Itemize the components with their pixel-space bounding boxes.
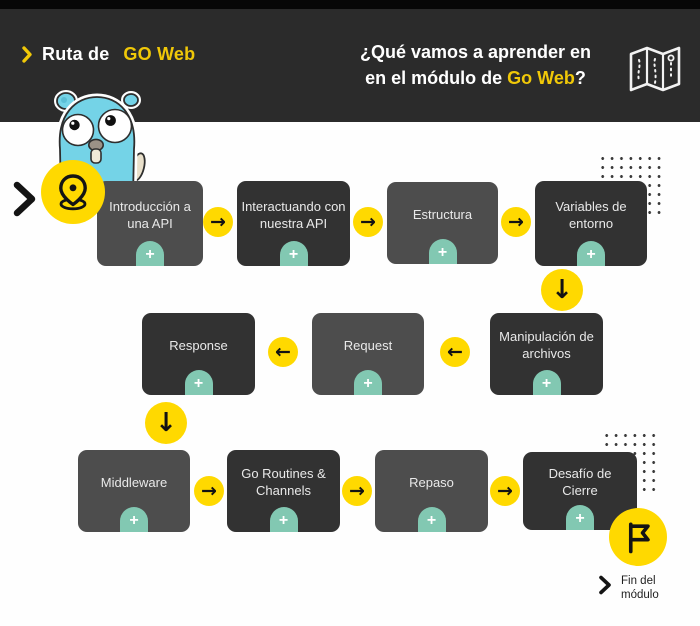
- route-node-middleware[interactable]: Middleware +: [78, 450, 190, 532]
- chevron-right-icon: [599, 575, 611, 595]
- route-node-repaso[interactable]: Repaso +: [375, 450, 488, 532]
- start-location-marker: [41, 160, 105, 224]
- folded-map-icon: [626, 45, 682, 93]
- question-line1: ¿Qué vamos a aprender en: [359, 42, 592, 62]
- arrow-right-icon: →: [501, 207, 531, 237]
- expand-plus-button[interactable]: +: [136, 241, 164, 266]
- arrow-right-icon: →: [203, 207, 233, 237]
- arrow-down-icon: ↓: [541, 269, 583, 311]
- question-line2: en el módulo de Go Web?: [365, 68, 586, 88]
- title-prefix: Ruta de: [42, 44, 110, 64]
- arrow-right-icon: →: [353, 207, 383, 237]
- expand-plus-button[interactable]: +: [417, 507, 446, 532]
- end-label-line2: módulo: [621, 588, 659, 601]
- top-black-strip: [0, 0, 700, 9]
- expand-plus-button[interactable]: +: [354, 370, 382, 395]
- route-node-goroutines[interactable]: Go Routines & Channels +: [227, 450, 340, 532]
- node-label: Interactuando con nuestra API: [241, 198, 346, 231]
- location-pin-icon: [59, 174, 87, 211]
- page-title: Ruta de GO Web: [22, 44, 195, 65]
- node-label: Request: [343, 337, 393, 353]
- node-label: Repaso: [409, 474, 454, 490]
- arrow-right-icon: →: [194, 476, 224, 506]
- arrow-down-icon: ↓: [145, 402, 187, 444]
- node-label: Middleware: [100, 474, 168, 490]
- node-label: Manipulación de archivos: [499, 329, 594, 361]
- end-label: Fin del módulo: [599, 575, 659, 602]
- node-label: Variables de entorno: [555, 198, 627, 231]
- arrow-right-icon: →: [490, 476, 520, 506]
- expand-plus-button[interactable]: +: [532, 370, 561, 395]
- expand-plus-button[interactable]: +: [269, 507, 298, 532]
- header-question: ¿Qué vamos a aprender en en el módulo de…: [338, 39, 613, 91]
- node-label: Desafío de Cierre: [548, 466, 612, 498]
- expand-plus-button[interactable]: +: [566, 505, 594, 530]
- end-flag-marker: [609, 508, 667, 566]
- arrow-right-icon: →: [342, 476, 372, 506]
- route-node-introduccion[interactable]: Introducción a una API +: [97, 181, 203, 266]
- node-label: Estructura: [412, 206, 473, 222]
- node-label: Introducción a una API: [109, 198, 191, 231]
- title-accent: GO Web: [123, 44, 196, 64]
- route-node-request[interactable]: Request +: [312, 313, 424, 395]
- route-node-interactuando[interactable]: Interactuando con nuestra API +: [237, 181, 350, 266]
- expand-plus-button[interactable]: +: [428, 239, 457, 264]
- arrow-left-icon: ←: [268, 337, 298, 367]
- end-label-line1: Fin del: [621, 575, 656, 587]
- start-chevron-icon: [13, 181, 39, 222]
- node-label: Response: [169, 337, 228, 353]
- node-label: Go Routines & Channels: [241, 466, 326, 498]
- expand-plus-button[interactable]: +: [184, 370, 213, 395]
- chevron-right-icon: [22, 46, 32, 63]
- route-node-manipulacion[interactable]: Manipulación de archivos +: [490, 313, 603, 395]
- expand-plus-button[interactable]: +: [120, 507, 148, 532]
- route-node-response[interactable]: Response +: [142, 313, 255, 395]
- route-node-estructura[interactable]: Estructura +: [387, 182, 498, 264]
- route-node-variables[interactable]: Variables de entorno +: [535, 181, 647, 266]
- expand-plus-button[interactable]: +: [279, 241, 308, 266]
- expand-plus-button[interactable]: +: [577, 241, 605, 266]
- arrow-left-icon: ←: [440, 337, 470, 367]
- flag-icon: [628, 522, 650, 554]
